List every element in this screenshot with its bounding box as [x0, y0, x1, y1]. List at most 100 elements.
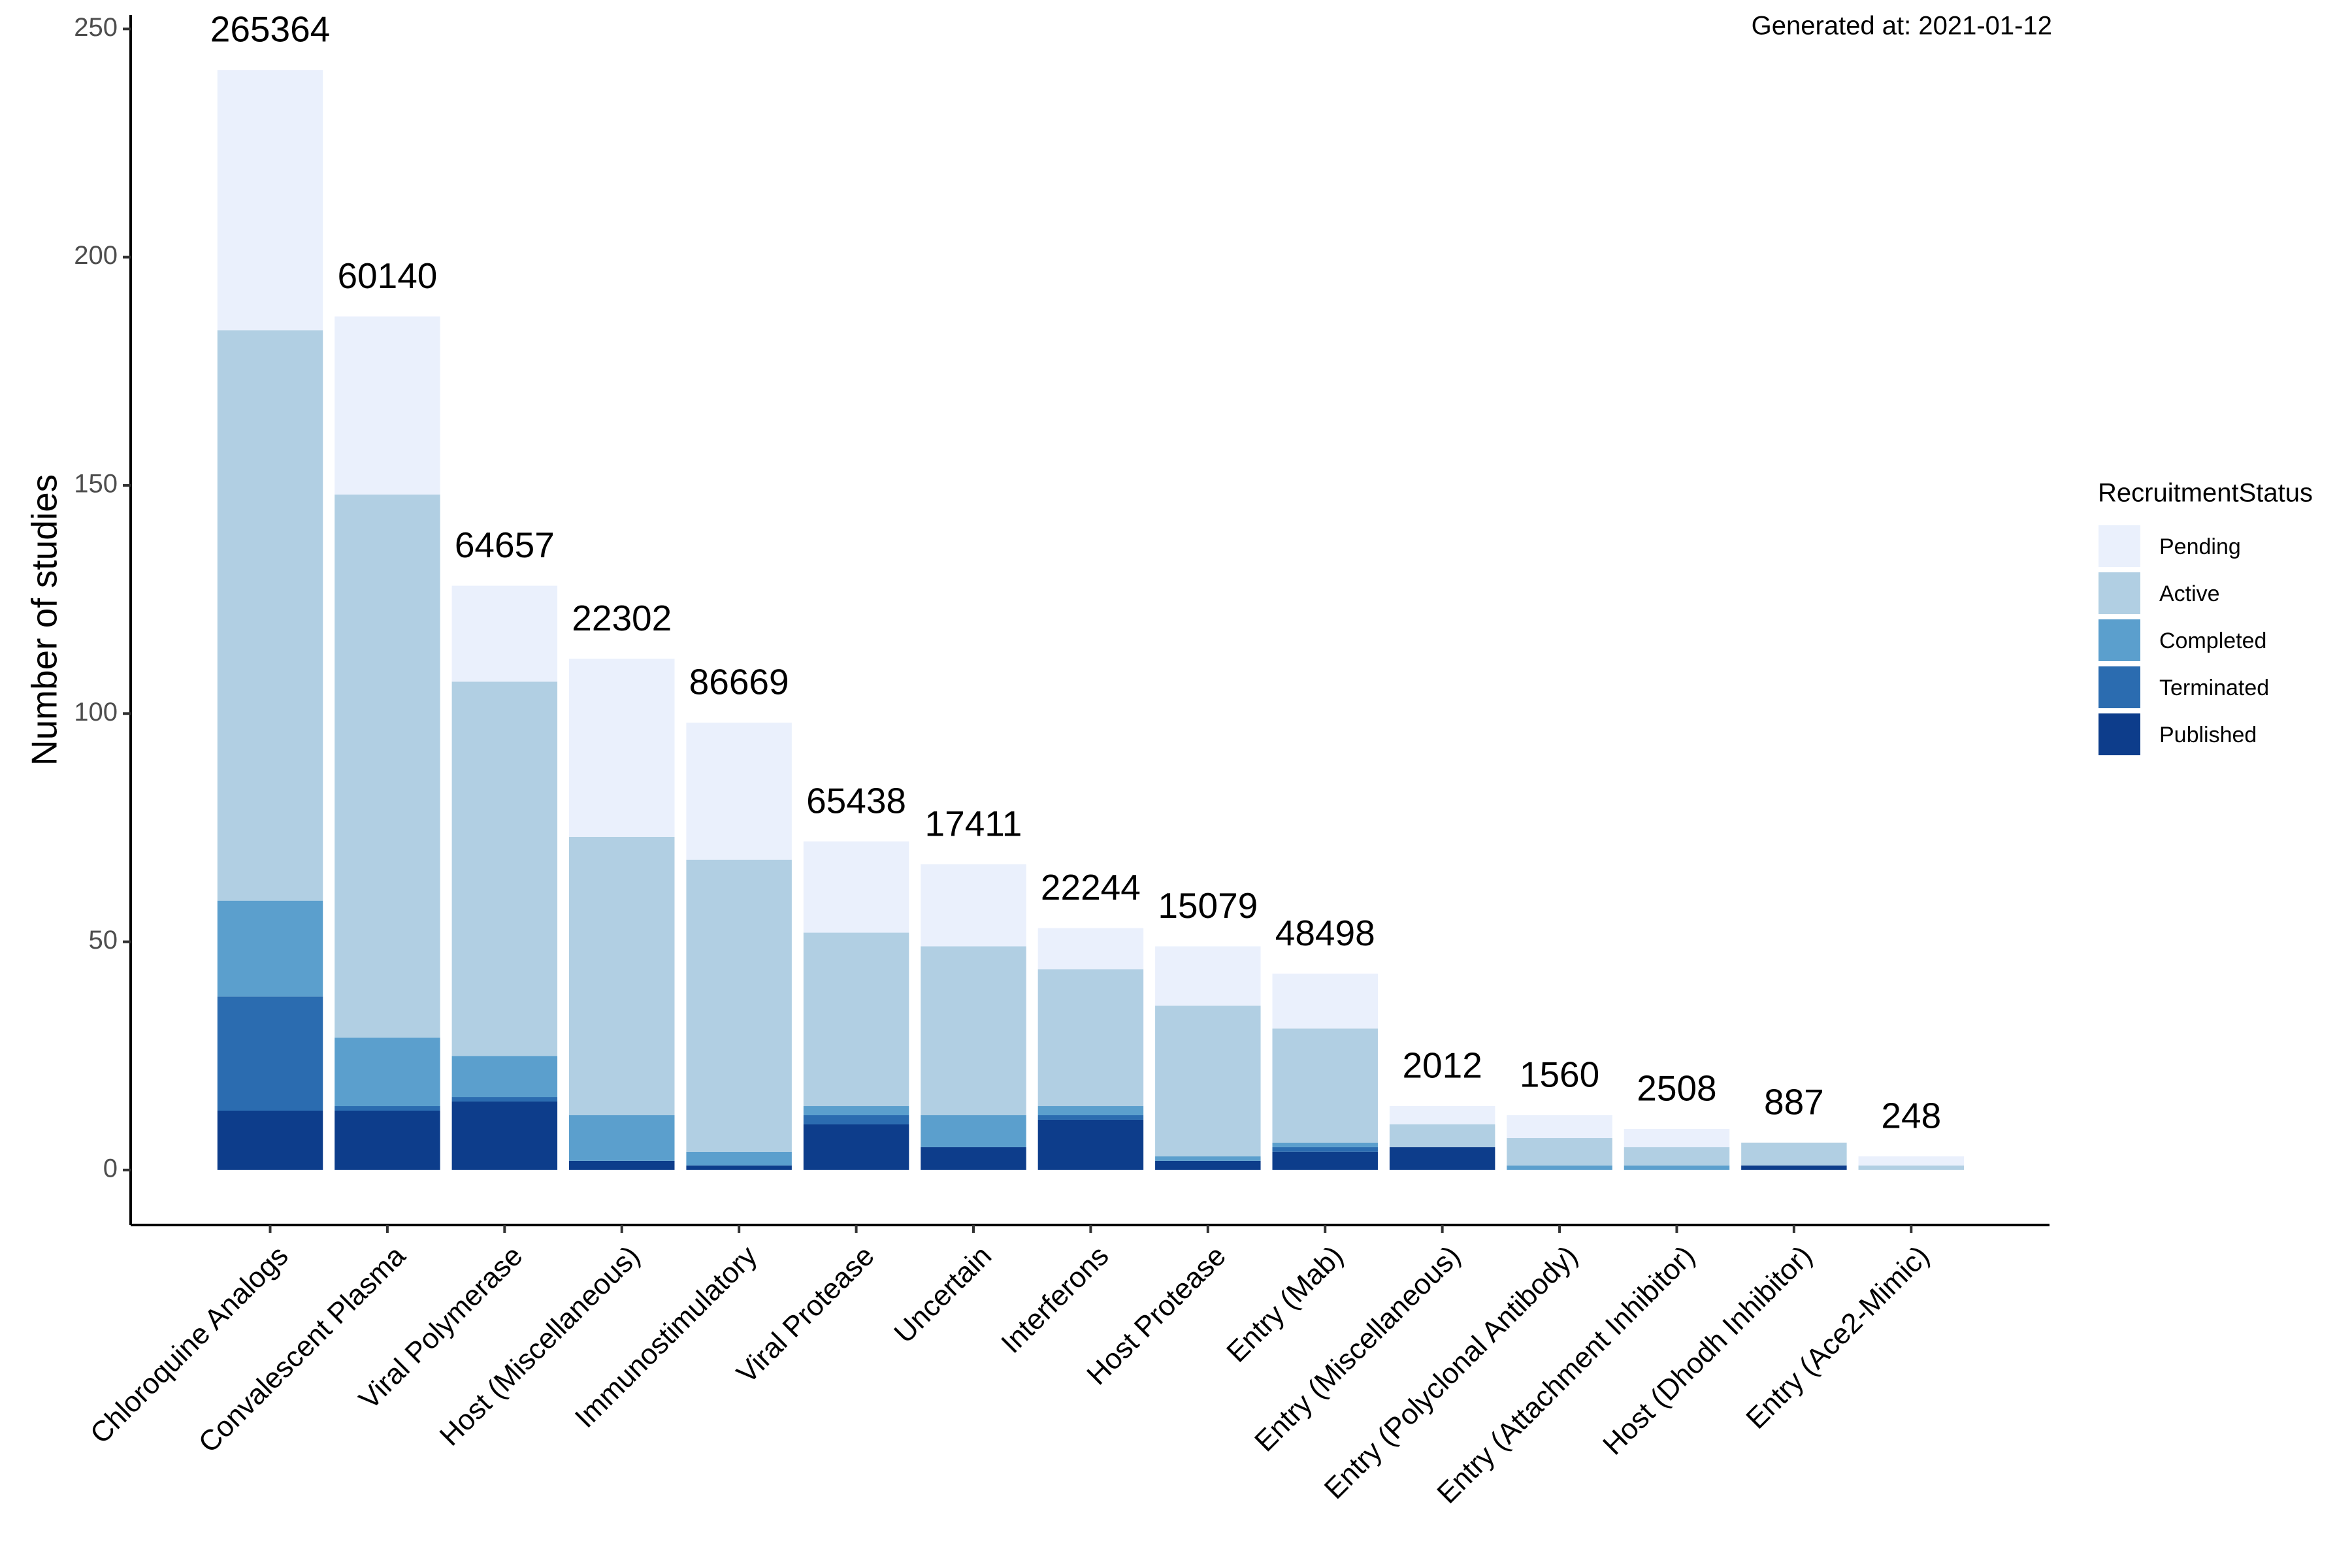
bar-segment [217, 70, 323, 331]
bar-segment [1389, 1147, 1495, 1170]
bar-label: 265364 [210, 9, 331, 50]
bar-label: 1560 [1520, 1054, 1599, 1095]
bar-label: 887 [1764, 1081, 1824, 1122]
legend-label: Published [2159, 723, 2257, 747]
bar-segment [921, 864, 1026, 947]
bar-label: 2508 [1637, 1068, 1716, 1108]
bar-label: 64657 [455, 525, 555, 565]
legend-label: Terminated [2159, 676, 2269, 700]
bar-segment [1624, 1128, 1730, 1147]
bar-segment [1155, 1005, 1261, 1156]
bar-label: 65438 [806, 780, 906, 821]
bar-segment [1507, 1165, 1612, 1170]
x-tick-label: Entry (Mab) [1220, 1239, 1349, 1368]
legend-label: Active [2159, 581, 2220, 606]
bar-segment [569, 1115, 675, 1161]
y-axis-label: Number of studies [24, 474, 65, 766]
bar-segment [451, 1102, 558, 1170]
legend-key [2097, 665, 2142, 710]
y-tick-label: 100 [74, 698, 118, 727]
bar-segment [1272, 973, 1378, 1029]
bar-segment [1858, 1156, 1965, 1166]
bar-label: 60140 [337, 255, 437, 296]
bar-label: 22302 [572, 598, 672, 638]
bar-segment [1037, 969, 1144, 1107]
bar-segment [1507, 1137, 1612, 1166]
bar-label: 248 [1881, 1095, 1941, 1135]
bar-segment [335, 1037, 440, 1107]
bar-segment [1037, 1115, 1144, 1120]
bar-segment [1624, 1165, 1730, 1170]
bar-segment [217, 330, 323, 901]
bar-segment [335, 316, 440, 495]
bar-segment [569, 1160, 675, 1170]
bar-segment [1272, 1028, 1378, 1143]
bar-label: 2012 [1402, 1045, 1482, 1086]
bar-segment [686, 723, 792, 860]
bar-segment [569, 836, 675, 1115]
bar-segment [217, 900, 323, 997]
bar-segment [569, 659, 675, 837]
x-tick-label: Host (Dhodh Inhibitor) [1597, 1239, 1818, 1461]
bar-segment [1741, 1165, 1847, 1170]
bar-segment [335, 494, 440, 1038]
bar-segment [921, 946, 1026, 1115]
bar-segment [686, 1165, 792, 1170]
legend-key [2097, 571, 2142, 615]
bar-segment [1272, 1147, 1378, 1152]
bar-segment [1037, 1106, 1144, 1115]
bar-label: 48498 [1275, 913, 1375, 953]
y-tick-label: 0 [103, 1154, 118, 1183]
legend-label: Pending [2159, 534, 2241, 559]
bar-segment [1389, 1106, 1495, 1124]
legend-label: Completed [2159, 629, 2266, 653]
x-tick-label: Host (Miscellaneous) [434, 1239, 646, 1452]
bar-segment [1858, 1165, 1965, 1170]
bar-segment [451, 1056, 558, 1098]
legend-key [2097, 618, 2142, 662]
bar-segment [1155, 946, 1261, 1006]
bar-segment [1155, 1156, 1261, 1161]
bar-segment [803, 932, 909, 1107]
bar-label: 86669 [689, 662, 789, 702]
annotation: Generated at: 2021-01-12 [1752, 12, 2052, 41]
bar-segment [1272, 1142, 1378, 1147]
bar-segment [686, 859, 792, 1152]
bar-segment [803, 1115, 909, 1124]
x-tick-label: Interferons [995, 1239, 1115, 1359]
bar-segment [921, 1147, 1026, 1170]
legend-key [2097, 712, 2142, 757]
x-tick-label: Convalescent Plasma [192, 1239, 412, 1459]
bar-segment [686, 1151, 792, 1166]
bar-segment [921, 1115, 1026, 1147]
bar-segment [1155, 1160, 1261, 1170]
y-tick-label: 200 [74, 241, 118, 270]
bar-segment [1037, 1119, 1144, 1170]
legend-key [2097, 524, 2142, 568]
bar-segment [1389, 1124, 1495, 1147]
bar-segment [217, 996, 323, 1111]
y-tick-label: 150 [74, 469, 118, 498]
y-tick-label: 50 [89, 926, 118, 955]
bar-segment [1037, 928, 1144, 970]
bar-segment [803, 841, 909, 933]
bar-segment [803, 1124, 909, 1170]
x-tick-label: Chloroquine Analogs [84, 1239, 295, 1450]
bar-segment [217, 1110, 323, 1170]
bar-label: 15079 [1158, 885, 1258, 926]
bar-segment [335, 1110, 440, 1170]
bar-segment [1272, 1151, 1378, 1170]
x-tick-label: Entry (Polyclonal Antibody) [1318, 1239, 1584, 1505]
bar-segment [1624, 1147, 1730, 1166]
bar-segment [451, 681, 558, 1056]
bar-segment [451, 1097, 558, 1102]
bar-segment [451, 585, 558, 682]
bar-label: 17411 [925, 803, 1022, 843]
legend-title: RecruitmentStatus [2098, 479, 2313, 508]
bar-segment [1507, 1115, 1612, 1138]
bar-label: 22244 [1041, 867, 1141, 907]
bar-segment [335, 1106, 440, 1111]
y-tick-label: 250 [74, 13, 118, 42]
